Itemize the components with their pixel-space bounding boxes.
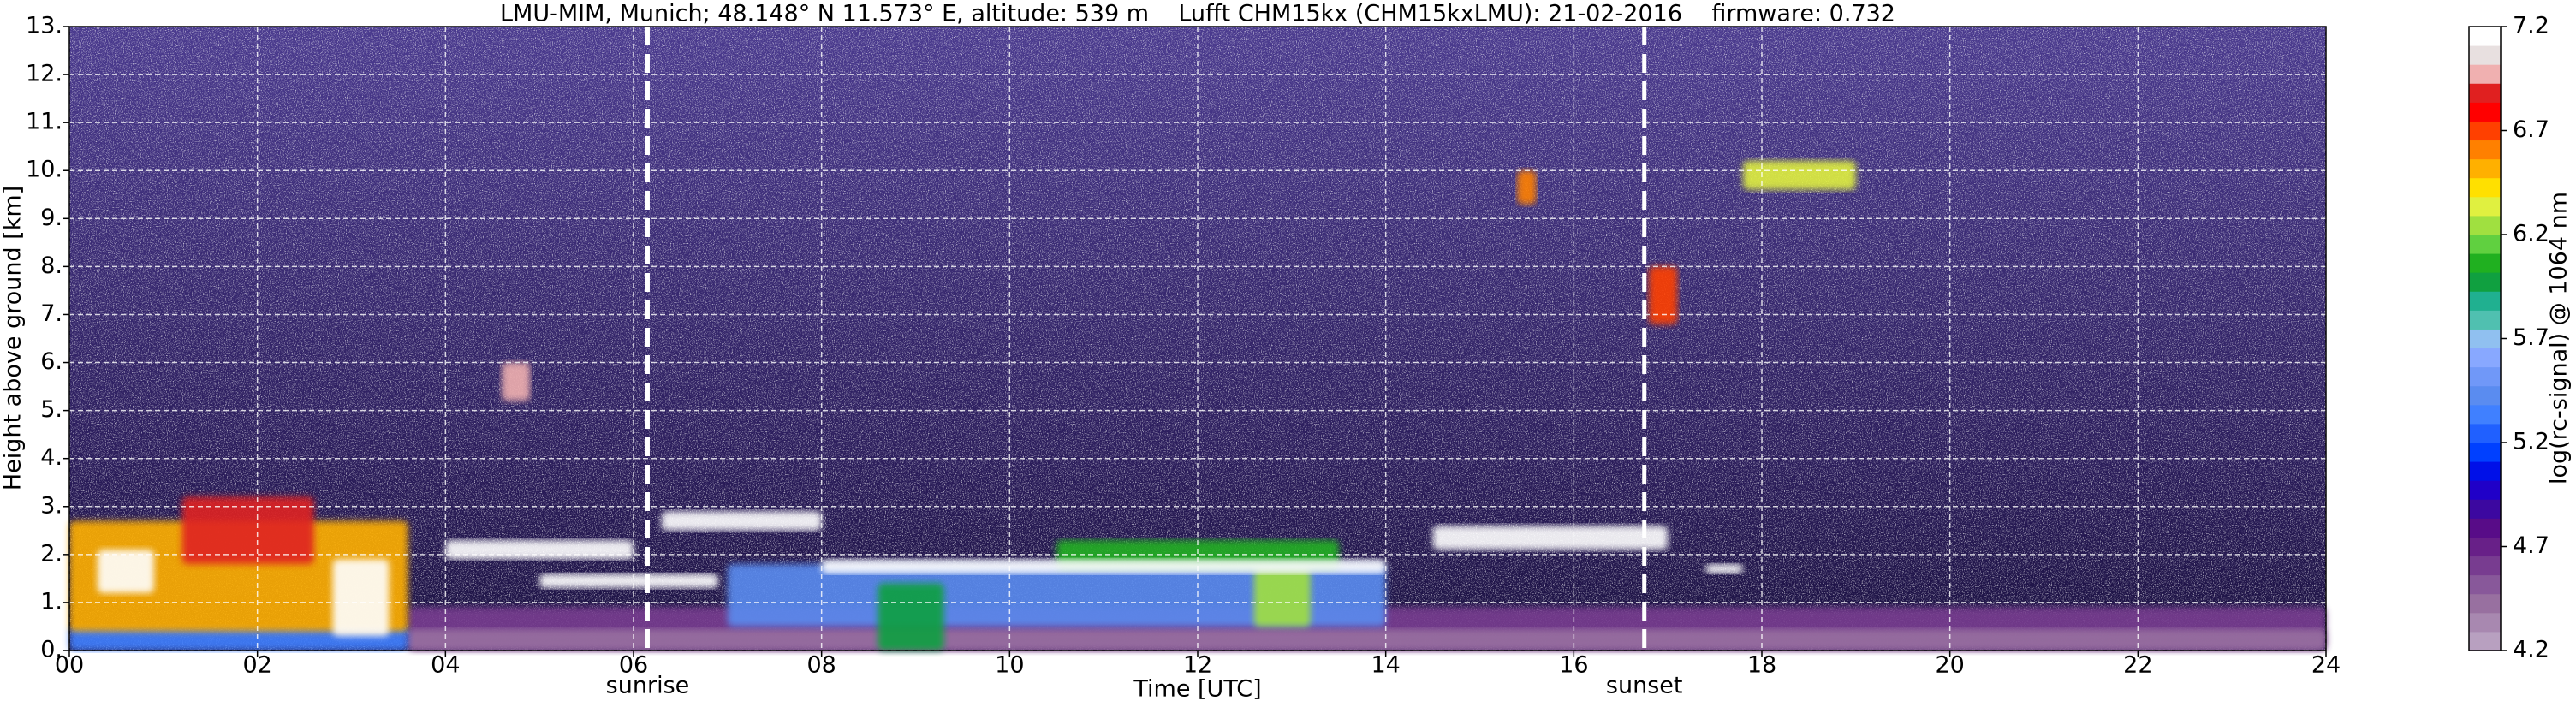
colorbar-segment — [2469, 253, 2501, 273]
colorbar-segment — [2469, 348, 2501, 368]
colorbar-segment — [2469, 196, 2501, 217]
colorbar-tick-label: 6.2 — [2513, 221, 2549, 247]
colorbar-segment — [2469, 518, 2501, 538]
colorbar-segment — [2469, 272, 2501, 292]
y-tick-label: 11. — [26, 109, 62, 135]
colorbar-segment — [2469, 574, 2501, 595]
signal-region — [1705, 564, 1744, 574]
y-tick-label: 4. — [40, 444, 62, 471]
x-tick-label: 04 — [431, 652, 460, 679]
signal-region — [1253, 568, 1311, 627]
colorbar-segment — [2469, 177, 2501, 198]
colorbar-segment — [2469, 537, 2501, 557]
colorbar-segment — [2469, 102, 2501, 122]
signal-region — [502, 362, 531, 401]
signal-region — [69, 520, 408, 632]
signal-region — [408, 628, 2327, 651]
signal-region — [539, 573, 718, 589]
signal-region — [878, 583, 944, 651]
colorbar-segment — [2469, 443, 2501, 462]
colorbar-label: log(rc-signal) @ 1064 nm — [2546, 192, 2573, 484]
signal-region — [1517, 170, 1537, 205]
colorbar-segment — [2469, 404, 2501, 425]
colorbar-segment — [2469, 366, 2501, 387]
colorbar-segment — [2469, 235, 2501, 254]
x-tick-label: 16 — [1559, 652, 1588, 679]
y-tick-label: 1. — [40, 588, 62, 615]
colorbar-tick-label: 5.7 — [2513, 324, 2549, 351]
signal-region — [332, 559, 390, 637]
signal-region — [1432, 526, 1669, 550]
x-tick-label: 06 — [619, 652, 648, 679]
x-axis-label: Time [UTC] — [1133, 676, 1261, 703]
signal-region — [445, 540, 634, 560]
colorbar-segment — [2469, 83, 2501, 103]
x-tick-label: 10 — [995, 652, 1024, 679]
chart-title: LMU-MIM, Munich; 48.148° N 11.573° E, al… — [500, 1, 1895, 27]
y-axis-label: Height above ground [km] — [0, 186, 27, 490]
signal-region — [821, 559, 1386, 574]
x-tick-label: 24 — [2311, 652, 2341, 679]
colorbar-segment — [2469, 461, 2501, 481]
colorbar-segment — [2469, 27, 2501, 46]
signal-region — [97, 550, 154, 593]
sun-label: sunset — [1606, 673, 1683, 699]
colorbar-segment — [2469, 64, 2501, 84]
signal-region — [69, 626, 408, 651]
colorbar-segment — [2469, 480, 2501, 500]
colorbar-segment — [2469, 45, 2501, 65]
y-tick-label: 2. — [40, 540, 62, 567]
colorbar-segment — [2469, 310, 2501, 330]
colorbar-tick-label: 5.2 — [2513, 429, 2549, 455]
sun-label: sunrise — [606, 673, 690, 699]
colorbar-segment — [2469, 158, 2501, 179]
y-tick-label: 12. — [26, 61, 62, 87]
colorbar-segment — [2469, 612, 2501, 633]
colorbar-tick-label: 7.2 — [2513, 13, 2549, 39]
x-tick-label: 18 — [1747, 652, 1776, 679]
colorbar-segment — [2469, 631, 2501, 651]
x-tick-label: 14 — [1371, 652, 1400, 679]
signal-region — [181, 496, 314, 565]
colorbar-segment — [2469, 423, 2501, 443]
signal-region — [1743, 161, 1856, 190]
colorbar-segment — [2469, 329, 2501, 349]
x-tick-label: 00 — [55, 652, 84, 679]
x-tick-label: 22 — [2123, 652, 2152, 679]
y-tick-label: 7. — [40, 300, 62, 327]
colorbar-segment — [2469, 215, 2501, 235]
x-tick-label: 12 — [1183, 652, 1212, 679]
colorbar-segment — [2469, 385, 2501, 406]
colorbar-segment — [2469, 499, 2501, 519]
y-tick-label: 9. — [40, 205, 62, 231]
x-tick-label: 08 — [806, 652, 836, 679]
colorbar-segment — [2469, 121, 2501, 141]
y-tick-label: 8. — [40, 253, 62, 279]
y-tick-label: 13. — [26, 13, 62, 39]
y-tick-label: 6. — [40, 348, 62, 375]
y-tick-label: 0. — [40, 637, 62, 663]
colorbar-tick-label: 6.7 — [2513, 116, 2549, 143]
signal-region — [1649, 266, 1678, 324]
x-tick-label: 02 — [242, 652, 271, 679]
signal-region — [661, 511, 822, 531]
colorbar-segment — [2469, 291, 2501, 311]
x-tick-label: 20 — [1935, 652, 1964, 679]
y-tick-label: 3. — [40, 492, 62, 519]
y-tick-label: 10. — [26, 157, 62, 183]
colorbar-tick-label: 4.2 — [2513, 637, 2549, 663]
colorbar-segment — [2469, 556, 2501, 576]
colorbar-tick-label: 4.7 — [2513, 532, 2549, 559]
y-tick-label: 5. — [40, 396, 62, 423]
colorbar-segment — [2469, 593, 2501, 614]
colorbar-segment — [2469, 140, 2501, 160]
